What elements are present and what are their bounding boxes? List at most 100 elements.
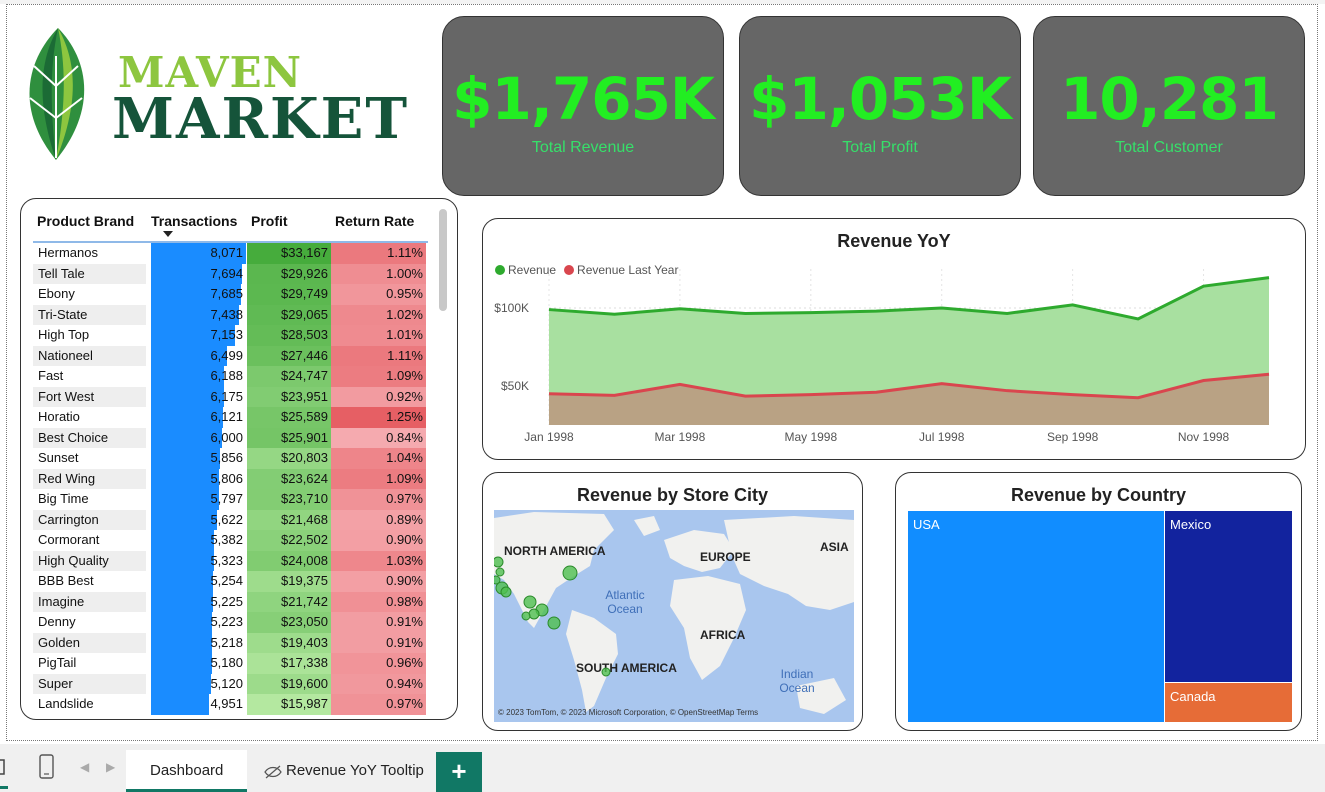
transactions-value: 5,856 bbox=[210, 450, 243, 465]
logo-word-market: MARKET bbox=[112, 86, 410, 152]
next-page-icon[interactable]: ▶ bbox=[106, 760, 116, 774]
legend-item-revenue[interactable]: Revenue bbox=[495, 263, 556, 277]
brand-table-visual[interactable]: Product Brand Transactions Profit Return… bbox=[20, 198, 458, 720]
active-layout-indicator bbox=[0, 786, 8, 789]
table-row[interactable]: Imagine 5,225 $21,742 0.98% bbox=[33, 591, 428, 612]
column-header-transactions[interactable]: Transactions bbox=[151, 213, 238, 229]
sort-descending-icon[interactable] bbox=[163, 231, 173, 237]
tab-dashboard[interactable]: Dashboard bbox=[126, 750, 248, 792]
table-row[interactable]: BBB Best 5,254 $19,375 0.90% bbox=[33, 571, 428, 592]
kpi-card-total-profit[interactable]: $1,053K Total Profit bbox=[739, 16, 1021, 196]
revenue-yoy-chart[interactable]: Revenue YoY Revenue Revenue Last Year $5… bbox=[482, 218, 1306, 460]
treemap-tile-mexico[interactable]: Mexico bbox=[1164, 511, 1292, 682]
table-row[interactable]: Tell Tale 7,694 $29,926 1.00% bbox=[33, 263, 428, 284]
transactions-data-bar bbox=[151, 345, 228, 366]
table-row[interactable]: Cormorant 5,382 $22,502 0.90% bbox=[33, 530, 428, 551]
cell-transactions: 7,685 bbox=[151, 284, 246, 305]
legend-item-revenue-last-year[interactable]: Revenue Last Year bbox=[564, 263, 678, 277]
table-row[interactable]: Sunset 5,856 $20,803 1.04% bbox=[33, 448, 428, 469]
cell-brand: Carrington bbox=[33, 509, 146, 530]
column-header-brand[interactable]: Product Brand bbox=[37, 213, 135, 229]
table-row[interactable]: Best Choice 6,000 $25,901 0.84% bbox=[33, 427, 428, 448]
transactions-data-bar bbox=[151, 673, 212, 694]
transactions-value: 4,951 bbox=[210, 696, 243, 711]
column-header-profit[interactable]: Profit bbox=[251, 213, 288, 229]
table-row[interactable]: PigTail 5,180 $17,338 0.96% bbox=[33, 653, 428, 674]
cell-transactions: 7,694 bbox=[151, 263, 246, 284]
add-page-button[interactable]: + bbox=[436, 752, 482, 792]
map-attribution[interactable]: © 2023 TomTom, © 2023 Microsoft Corporat… bbox=[498, 708, 759, 717]
table-row[interactable]: Denny 5,223 $23,050 0.91% bbox=[33, 612, 428, 633]
previous-page-icon[interactable]: ◀ bbox=[80, 760, 90, 774]
city-bubble bbox=[521, 611, 531, 621]
table-row[interactable]: Nationeel 6,499 $27,446 1.11% bbox=[33, 345, 428, 366]
transactions-data-bar bbox=[151, 448, 220, 469]
cell-transactions: 5,254 bbox=[151, 571, 246, 592]
table-row[interactable]: High Quality 5,323 $24,008 1.03% bbox=[33, 550, 428, 571]
city-bubble bbox=[494, 575, 501, 585]
cell-profit: $19,403 bbox=[247, 632, 331, 653]
cell-transactions: 6,121 bbox=[151, 407, 246, 428]
revenue-by-country-treemap[interactable]: Revenue by Country USA Mexico Canada bbox=[895, 472, 1302, 731]
table-row[interactable]: Red Wing 5,806 $23,624 1.09% bbox=[33, 468, 428, 489]
treemap-tile-canada[interactable]: Canada bbox=[1164, 682, 1292, 722]
mobile-layout-icon[interactable] bbox=[38, 754, 56, 780]
transactions-value: 6,000 bbox=[210, 429, 243, 445]
table-row[interactable]: Golden 5,218 $19,403 0.91% bbox=[33, 632, 428, 653]
table-row[interactable]: Horatio 6,121 $25,589 1.25% bbox=[33, 407, 428, 428]
revenue-by-store-city-map[interactable]: Revenue by Store City NORTH AMERICA EURO… bbox=[482, 472, 863, 731]
transactions-value: 5,254 bbox=[210, 573, 243, 588]
legend-label: Revenue Last Year bbox=[577, 263, 679, 277]
transactions-data-bar bbox=[151, 284, 242, 305]
cell-profit: $24,008 bbox=[247, 550, 331, 571]
table-row[interactable]: Fort West 6,175 $23,951 0.92% bbox=[33, 386, 428, 407]
table-body: Hermanos 8,071 $33,167 1.11% Tell Tale 7,694 $… bbox=[33, 243, 428, 715]
transactions-data-bar bbox=[151, 489, 220, 510]
transactions-value: 7,153 bbox=[210, 327, 243, 342]
table-row[interactable]: Fast 6,188 $24,747 1.09% bbox=[33, 366, 428, 387]
cell-profit: $17,338 bbox=[247, 653, 331, 674]
cell-return-rate: 1.03% bbox=[331, 550, 426, 571]
tab-revenue-yoy-tooltip[interactable]: Revenue YoY Tooltip bbox=[250, 750, 448, 792]
map-label-asia: ASIA bbox=[820, 540, 849, 554]
table-row[interactable]: Carrington 5,622 $21,468 0.89% bbox=[33, 509, 428, 530]
transactions-value: 5,382 bbox=[210, 532, 243, 547]
map-label-africa: AFRICA bbox=[700, 628, 746, 642]
table-row[interactable]: Big Time 5,797 $23,710 0.97% bbox=[33, 489, 428, 510]
map-canvas[interactable]: NORTH AMERICA EUROPE ASIA AFRICA SOUTH A… bbox=[494, 510, 854, 722]
cell-transactions: 6,188 bbox=[151, 366, 246, 387]
cell-transactions: 4,951 bbox=[151, 694, 246, 715]
city-bubble bbox=[500, 586, 512, 598]
hidden-eye-icon bbox=[264, 765, 282, 779]
table-row[interactable]: Super 5,120 $19,600 0.94% bbox=[33, 673, 428, 694]
table-row[interactable]: Landslide 4,951 $15,987 0.97% bbox=[33, 694, 428, 715]
table-row[interactable]: High Top 7,153 $28,503 1.01% bbox=[33, 325, 428, 346]
cell-brand: Sunset bbox=[38, 450, 79, 465]
kpi-card-total-revenue[interactable]: $1,765K Total Revenue bbox=[442, 16, 724, 196]
cell-profit: $15,987 bbox=[247, 694, 331, 715]
transactions-data-bar bbox=[151, 304, 239, 325]
maven-market-logo: MAVEN MARKET bbox=[20, 26, 410, 166]
cell-return-rate: 0.90% bbox=[331, 530, 426, 551]
transactions-data-bar bbox=[151, 530, 215, 551]
kpi-card-total-customer[interactable]: 10,281 Total Customer bbox=[1033, 16, 1305, 196]
cell-profit: $20,803 bbox=[247, 448, 331, 469]
cell-return-rate: 1.02% bbox=[331, 304, 426, 325]
treemap-tile-usa[interactable]: USA bbox=[908, 511, 1164, 722]
desktop-layout-icon[interactable] bbox=[0, 758, 10, 778]
table-row[interactable]: Tri-State 7,438 $29,065 1.02% bbox=[33, 304, 428, 325]
city-bubble bbox=[547, 616, 561, 630]
column-header-return-rate[interactable]: Return Rate bbox=[335, 213, 415, 229]
transactions-data-bar bbox=[151, 243, 246, 264]
transactions-data-bar bbox=[151, 612, 213, 633]
cell-profit: $29,749 bbox=[247, 284, 331, 305]
cell-transactions: 5,622 bbox=[151, 509, 246, 530]
transactions-data-bar bbox=[151, 653, 212, 674]
cell-return-rate: 1.01% bbox=[331, 325, 426, 346]
cell-return-rate: 0.96% bbox=[331, 653, 426, 674]
chart-title: Revenue by Country bbox=[1010, 485, 1187, 505]
cell-brand: Landslide bbox=[38, 696, 94, 711]
table-row[interactable]: Ebony 7,685 $29,749 0.95% bbox=[33, 284, 428, 305]
table-scrollbar[interactable] bbox=[439, 209, 447, 311]
table-row[interactable]: Hermanos 8,071 $33,167 1.11% bbox=[33, 243, 428, 264]
